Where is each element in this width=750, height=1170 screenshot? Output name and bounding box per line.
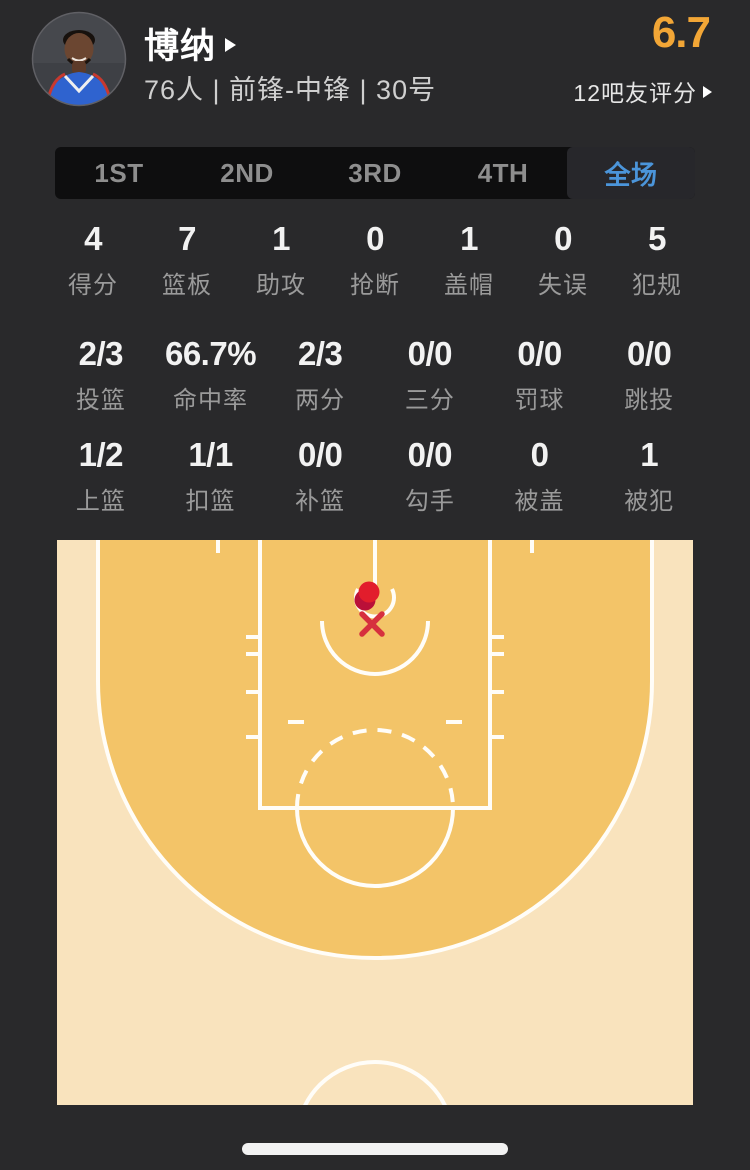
tab-4th[interactable]: 4TH [477, 157, 529, 188]
rating-value: 6.7 [651, 8, 711, 57]
stat-ft: 0/0 罚球 [485, 335, 595, 415]
stat-label: 篮板 [162, 272, 212, 299]
stat-label: 盖帽 [444, 272, 494, 299]
shot-marker-made [358, 581, 380, 603]
stat-label: 补篮 [295, 488, 346, 515]
stat-blocks: 1 盖帽 [422, 220, 516, 300]
stat-label: 助攻 [256, 272, 306, 299]
stat-value: 1 [272, 220, 290, 257]
rating-arrow-icon [703, 86, 712, 98]
stat-label: 失误 [538, 272, 588, 299]
stat-value: 66.7% [164, 335, 257, 372]
stat-value: 1 [460, 220, 478, 257]
shot-markers [354, 581, 385, 637]
stat-points: 4 得分 [46, 220, 140, 300]
stat-label: 扣篮 [185, 488, 236, 515]
stat-dunk: 1/1 扣篮 [156, 436, 266, 516]
stat-putback: 0/0 补篮 [265, 436, 375, 516]
stat-turnovers: 0 失误 [516, 220, 610, 300]
stat-rebounds: 7 篮板 [140, 220, 234, 300]
tab-2nd[interactable]: 2ND [220, 157, 274, 188]
three-point-area [98, 540, 652, 958]
stat-label: 被盖 [514, 488, 565, 515]
stat-value: 1 [640, 436, 659, 473]
restricted-area-arc [320, 620, 430, 676]
player-photo-icon [31, 11, 127, 107]
stat-label: 命中率 [173, 387, 248, 414]
stat-value: 2/3 [78, 335, 124, 372]
stat-fg: 2/3 投篮 [46, 335, 156, 415]
stat-label: 被犯 [624, 488, 675, 515]
stat-value: 0/0 [517, 335, 562, 372]
tab-full-game[interactable]: 全场 [567, 147, 695, 199]
stat-label: 跳投 [624, 387, 675, 414]
stat-fouled: 1 被犯 [594, 436, 704, 516]
stats-row-shot-types: 1/2 上篮 1/1 扣篮 0/0 补篮 0/0 勾手 0 被盖 1 被犯 [0, 436, 750, 516]
player-avatar[interactable] [31, 11, 127, 107]
stat-value: 0/0 [627, 335, 672, 372]
stat-value: 0 [530, 436, 549, 473]
stat-assists: 1 助攻 [234, 220, 328, 300]
stat-value: 7 [178, 220, 196, 257]
stat-fouls: 5 犯规 [610, 220, 704, 300]
stat-jumpshot: 0/0 跳投 [594, 335, 704, 415]
tab-3rd[interactable]: 3RD [348, 157, 402, 188]
rating-caption-row[interactable]: 12吧友评分 [573, 74, 712, 108]
stat-hook: 0/0 勾手 [375, 436, 485, 516]
stat-label: 犯规 [632, 272, 682, 299]
stat-steals: 0 抢断 [328, 220, 422, 300]
quarter-tab-bar: 1ST 2ND 3RD 4TH 全场 [55, 147, 695, 199]
stat-label: 投篮 [75, 387, 126, 414]
stat-value: 4 [84, 220, 102, 257]
stat-value: 0/0 [297, 436, 343, 473]
player-info: 76人 | 前锋-中锋 | 30号 [144, 75, 437, 105]
stat-value: 0 [554, 220, 572, 257]
stats-row-shooting: 2/3 投篮 66.7% 命中率 2/3 两分 0/0 三分 0/0 罚球 0/… [0, 335, 750, 415]
free-throw-circle-solid [295, 807, 455, 888]
three-point-line [96, 540, 654, 960]
stat-layup: 1/2 上篮 [46, 436, 156, 516]
stat-value: 0/0 [407, 436, 453, 473]
stat-label: 罚球 [514, 387, 565, 414]
stat-2pt: 2/3 两分 [265, 335, 375, 415]
stat-label: 勾手 [404, 488, 455, 515]
stat-3pt: 0/0 三分 [375, 335, 485, 415]
stat-value: 0/0 [407, 335, 453, 372]
stat-label: 得分 [68, 272, 118, 299]
stats-row-basic: 4 得分 7 篮板 1 助攻 0 抢断 1 盖帽 0 失误 5 犯规 [0, 220, 750, 300]
player-name-row[interactable]: 博纳 [144, 18, 237, 69]
player-name: 博纳 [144, 27, 217, 66]
stat-value: 0 [366, 220, 384, 257]
stat-label: 抢断 [350, 272, 400, 299]
stat-blocked: 0 被盖 [485, 436, 595, 516]
stat-label: 三分 [404, 387, 455, 414]
name-arrow-icon [225, 38, 237, 52]
stat-label: 两分 [295, 387, 346, 414]
baseline-ticks [216, 540, 534, 553]
half-court-circle [303, 1060, 447, 1105]
shot-marker-missed [359, 611, 385, 637]
stat-value: 1/1 [188, 436, 233, 473]
rating-caption: 12吧友评分 [573, 80, 697, 106]
lane-hash-marks [246, 635, 504, 739]
stat-fg-pct: 66.7% 命中率 [156, 335, 266, 415]
lane-lines [258, 540, 492, 810]
free-throw-circle-dashed [295, 728, 455, 809]
stat-value: 5 [648, 220, 666, 257]
home-indicator[interactable] [242, 1143, 508, 1155]
stat-label: 上篮 [75, 488, 126, 515]
stat-value: 2/3 [297, 335, 343, 372]
tab-1st[interactable]: 1ST [94, 157, 144, 188]
stat-value: 1/2 [78, 436, 124, 473]
shot-chart-court [57, 540, 693, 1105]
